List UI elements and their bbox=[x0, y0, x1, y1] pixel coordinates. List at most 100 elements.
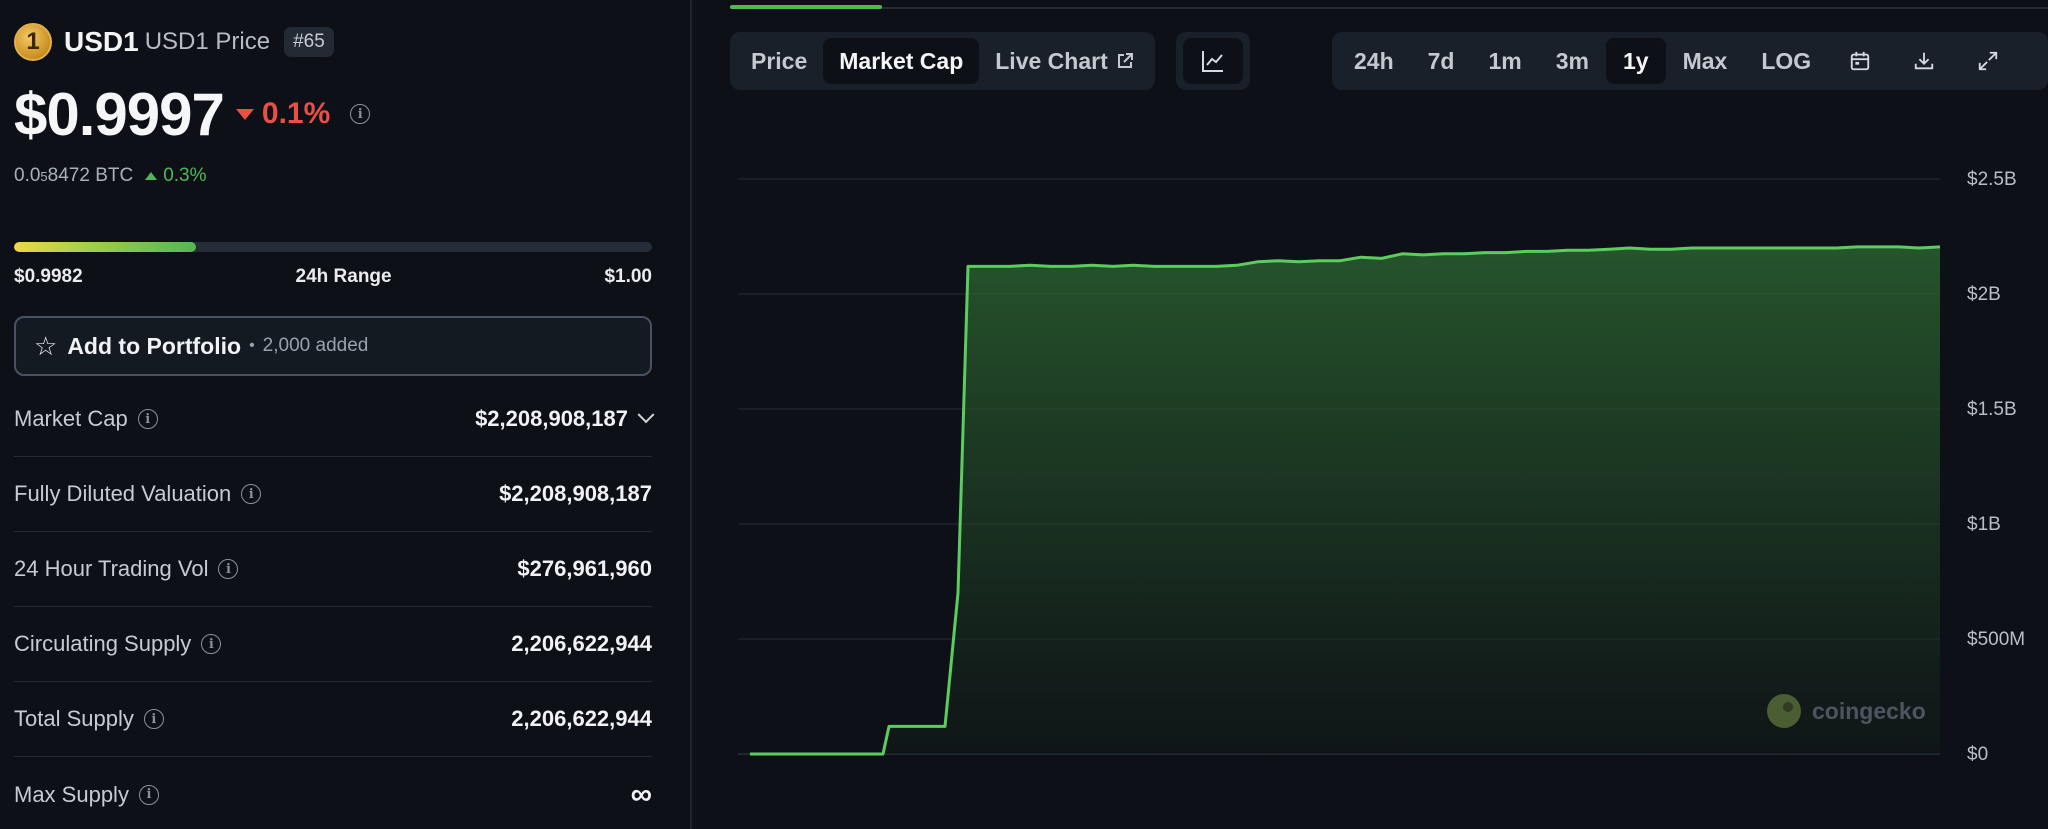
log-scale-toggle[interactable]: LOG bbox=[1744, 38, 1828, 84]
range-3m-label: 3m bbox=[1555, 47, 1589, 74]
info-icon[interactable]: i bbox=[138, 784, 159, 805]
coingecko-watermark: coingecko bbox=[1767, 694, 1926, 728]
stat-value: 2,206,622,944 bbox=[511, 631, 652, 656]
star-icon: ☆ bbox=[34, 330, 58, 361]
range-24h[interactable]: 24h bbox=[1337, 38, 1411, 84]
range-label: 24h Range bbox=[295, 266, 392, 287]
tab-market-cap[interactable]: Market Cap bbox=[823, 38, 980, 84]
btc-price-row: 0.0 5 8472 BTC 0.3% bbox=[14, 165, 207, 187]
tab-price[interactable]: Price bbox=[735, 38, 823, 84]
stat-label-text: Max Supply bbox=[14, 781, 129, 807]
market-cap-area bbox=[750, 246, 1940, 754]
info-icon[interactable]: i bbox=[218, 559, 239, 579]
y-tick-label: $1B bbox=[1967, 514, 2001, 535]
range-1m[interactable]: 1m bbox=[1471, 38, 1538, 84]
range-1m-label: 1m bbox=[1488, 47, 1522, 74]
line-chart-icon bbox=[1202, 51, 1223, 72]
stat-label: Fully Diluted Valuation i bbox=[14, 481, 262, 507]
y-tick-label: $2.5B bbox=[1967, 169, 2017, 190]
range-max[interactable]: Max bbox=[1666, 38, 1745, 84]
tab-live-chart[interactable]: Live Chart bbox=[979, 38, 1149, 84]
coin-name: USD1 Price bbox=[144, 28, 271, 55]
btc-price-zero-count: 5 bbox=[40, 168, 48, 184]
portfolio-label: Add to Portfolio bbox=[67, 332, 242, 359]
log-scale-label: LOG bbox=[1761, 47, 1812, 74]
coin-header: 1 USD1 USD1 Price #65 bbox=[14, 22, 334, 62]
stat-value: $2,208,908,187 bbox=[475, 406, 655, 432]
range-1y-label: 1y bbox=[1622, 47, 1649, 74]
download-icon bbox=[1915, 52, 1934, 70]
range-7d[interactable]: 7d bbox=[1411, 38, 1472, 84]
expand-icon bbox=[1979, 51, 1998, 71]
range-24h-label: 24h bbox=[1354, 47, 1394, 74]
chevron-down-icon[interactable] bbox=[637, 406, 655, 424]
range-low: $0.9982 bbox=[14, 266, 83, 287]
stat-label-text: Total Supply bbox=[14, 706, 134, 731]
info-icon[interactable]: i bbox=[143, 709, 164, 729]
range-labels: $0.9982 24h Range $1.00 bbox=[14, 266, 652, 288]
y-axis-labels: $2.5B $2B $1.5B $1B $500M $0 bbox=[1967, 169, 2025, 765]
chart-panel: Price Market Cap Live Chart 24h 7d 1m 3m… bbox=[692, 0, 2048, 829]
section-divider bbox=[730, 7, 2048, 9]
info-icon[interactable]: i bbox=[201, 634, 222, 654]
line-chart-button[interactable] bbox=[1183, 38, 1243, 84]
range-bar bbox=[14, 242, 652, 252]
market-cap-line bbox=[750, 245, 1941, 756]
stat-label-text: Fully Diluted Valuation bbox=[14, 481, 232, 506]
stat-label-text: Circulating Supply bbox=[14, 631, 192, 656]
watermark-text: coingecko bbox=[1812, 698, 1926, 724]
range-7d-label: 7d bbox=[1427, 47, 1455, 74]
range-max-label: Max bbox=[1682, 47, 1728, 74]
coin-info-panel: 1 USD1 USD1 Price #65 $0.9997 0.1% i 0.0… bbox=[0, 0, 690, 829]
add-to-portfolio-button[interactable]: ☆ Add to Portfolio • 2,000 added bbox=[14, 316, 652, 376]
btc-change: 0.3% bbox=[163, 165, 207, 186]
usd1-logo: 1 bbox=[14, 23, 52, 61]
price-row: $0.9997 0.1% i bbox=[14, 78, 371, 150]
range-bar-fill bbox=[14, 242, 196, 252]
tab-price-label: Price bbox=[751, 47, 808, 74]
portfolio-separator: • bbox=[249, 337, 255, 354]
stat-label: Circulating Supply i bbox=[14, 631, 222, 657]
coin-logo-glyph: 1 bbox=[26, 28, 40, 55]
time-range-tabs: 24h 7d 1m 3m 1y Max LOG bbox=[1332, 32, 2048, 90]
info-icon[interactable]: i bbox=[350, 104, 371, 124]
range-1y[interactable]: 1y bbox=[1605, 38, 1666, 84]
rank-badge: #65 bbox=[284, 27, 334, 57]
external-link-icon bbox=[1117, 53, 1133, 68]
stat-value: ∞ bbox=[630, 777, 652, 811]
stat-label: Max Supply i bbox=[14, 782, 159, 808]
download-button[interactable] bbox=[1892, 38, 1956, 84]
stat-value-text: $2,208,908,187 bbox=[475, 406, 628, 431]
portfolio-count: 2,000 added bbox=[262, 335, 369, 356]
stat-row-fdv: Fully Diluted Valuation i $2,208,908,187 bbox=[14, 457, 652, 532]
y-tick-label: $500M bbox=[1967, 629, 2025, 650]
stat-label: 24 Hour Trading Vol i bbox=[14, 556, 239, 582]
y-tick-label: $0 bbox=[1967, 744, 1988, 765]
stat-label-text: Market Cap bbox=[14, 406, 128, 431]
tab-market-cap-label: Market Cap bbox=[839, 47, 964, 74]
range-3m[interactable]: 3m bbox=[1539, 38, 1606, 84]
panel-divider bbox=[690, 0, 692, 829]
chart-metric-tabs: Price Market Cap Live Chart bbox=[730, 32, 1155, 90]
market-cap-chart[interactable]: $2.5B $2B $1.5B $1B $500M $0 coingecko bbox=[692, 0, 2048, 829]
stats-table: Market Cap i $2,208,908,187 Fully Diluted… bbox=[14, 382, 655, 829]
btc-price-prefix: 0.0 bbox=[14, 165, 41, 186]
stat-row-market-cap[interactable]: Market Cap i $2,208,908,187 bbox=[14, 382, 655, 457]
fullscreen-button[interactable] bbox=[1956, 38, 2020, 84]
price-change-24h: 0.1% bbox=[235, 97, 331, 131]
caret-up-icon bbox=[145, 172, 158, 180]
stat-row-volume: 24 Hour Trading Vol i $276,961,960 bbox=[14, 532, 652, 607]
stat-value: $2,208,908,187 bbox=[499, 481, 652, 506]
y-tick-label: $1.5B bbox=[1967, 399, 2017, 420]
info-icon[interactable]: i bbox=[137, 409, 158, 429]
calendar-icon bbox=[1851, 51, 1870, 71]
price-change-value: 0.1% bbox=[261, 97, 331, 130]
stat-label-text: 24 Hour Trading Vol bbox=[14, 556, 209, 581]
calendar-button[interactable] bbox=[1828, 38, 1892, 84]
stat-row-total-supply: Total Supply i 2,206,622,944 bbox=[14, 682, 652, 757]
coin-symbol: USD1 bbox=[64, 26, 139, 57]
stat-value: $276,961,960 bbox=[517, 556, 652, 581]
y-tick-label: $2B bbox=[1967, 284, 2001, 305]
info-icon[interactable]: i bbox=[241, 484, 262, 504]
stat-value: 2,206,622,944 bbox=[511, 706, 652, 731]
